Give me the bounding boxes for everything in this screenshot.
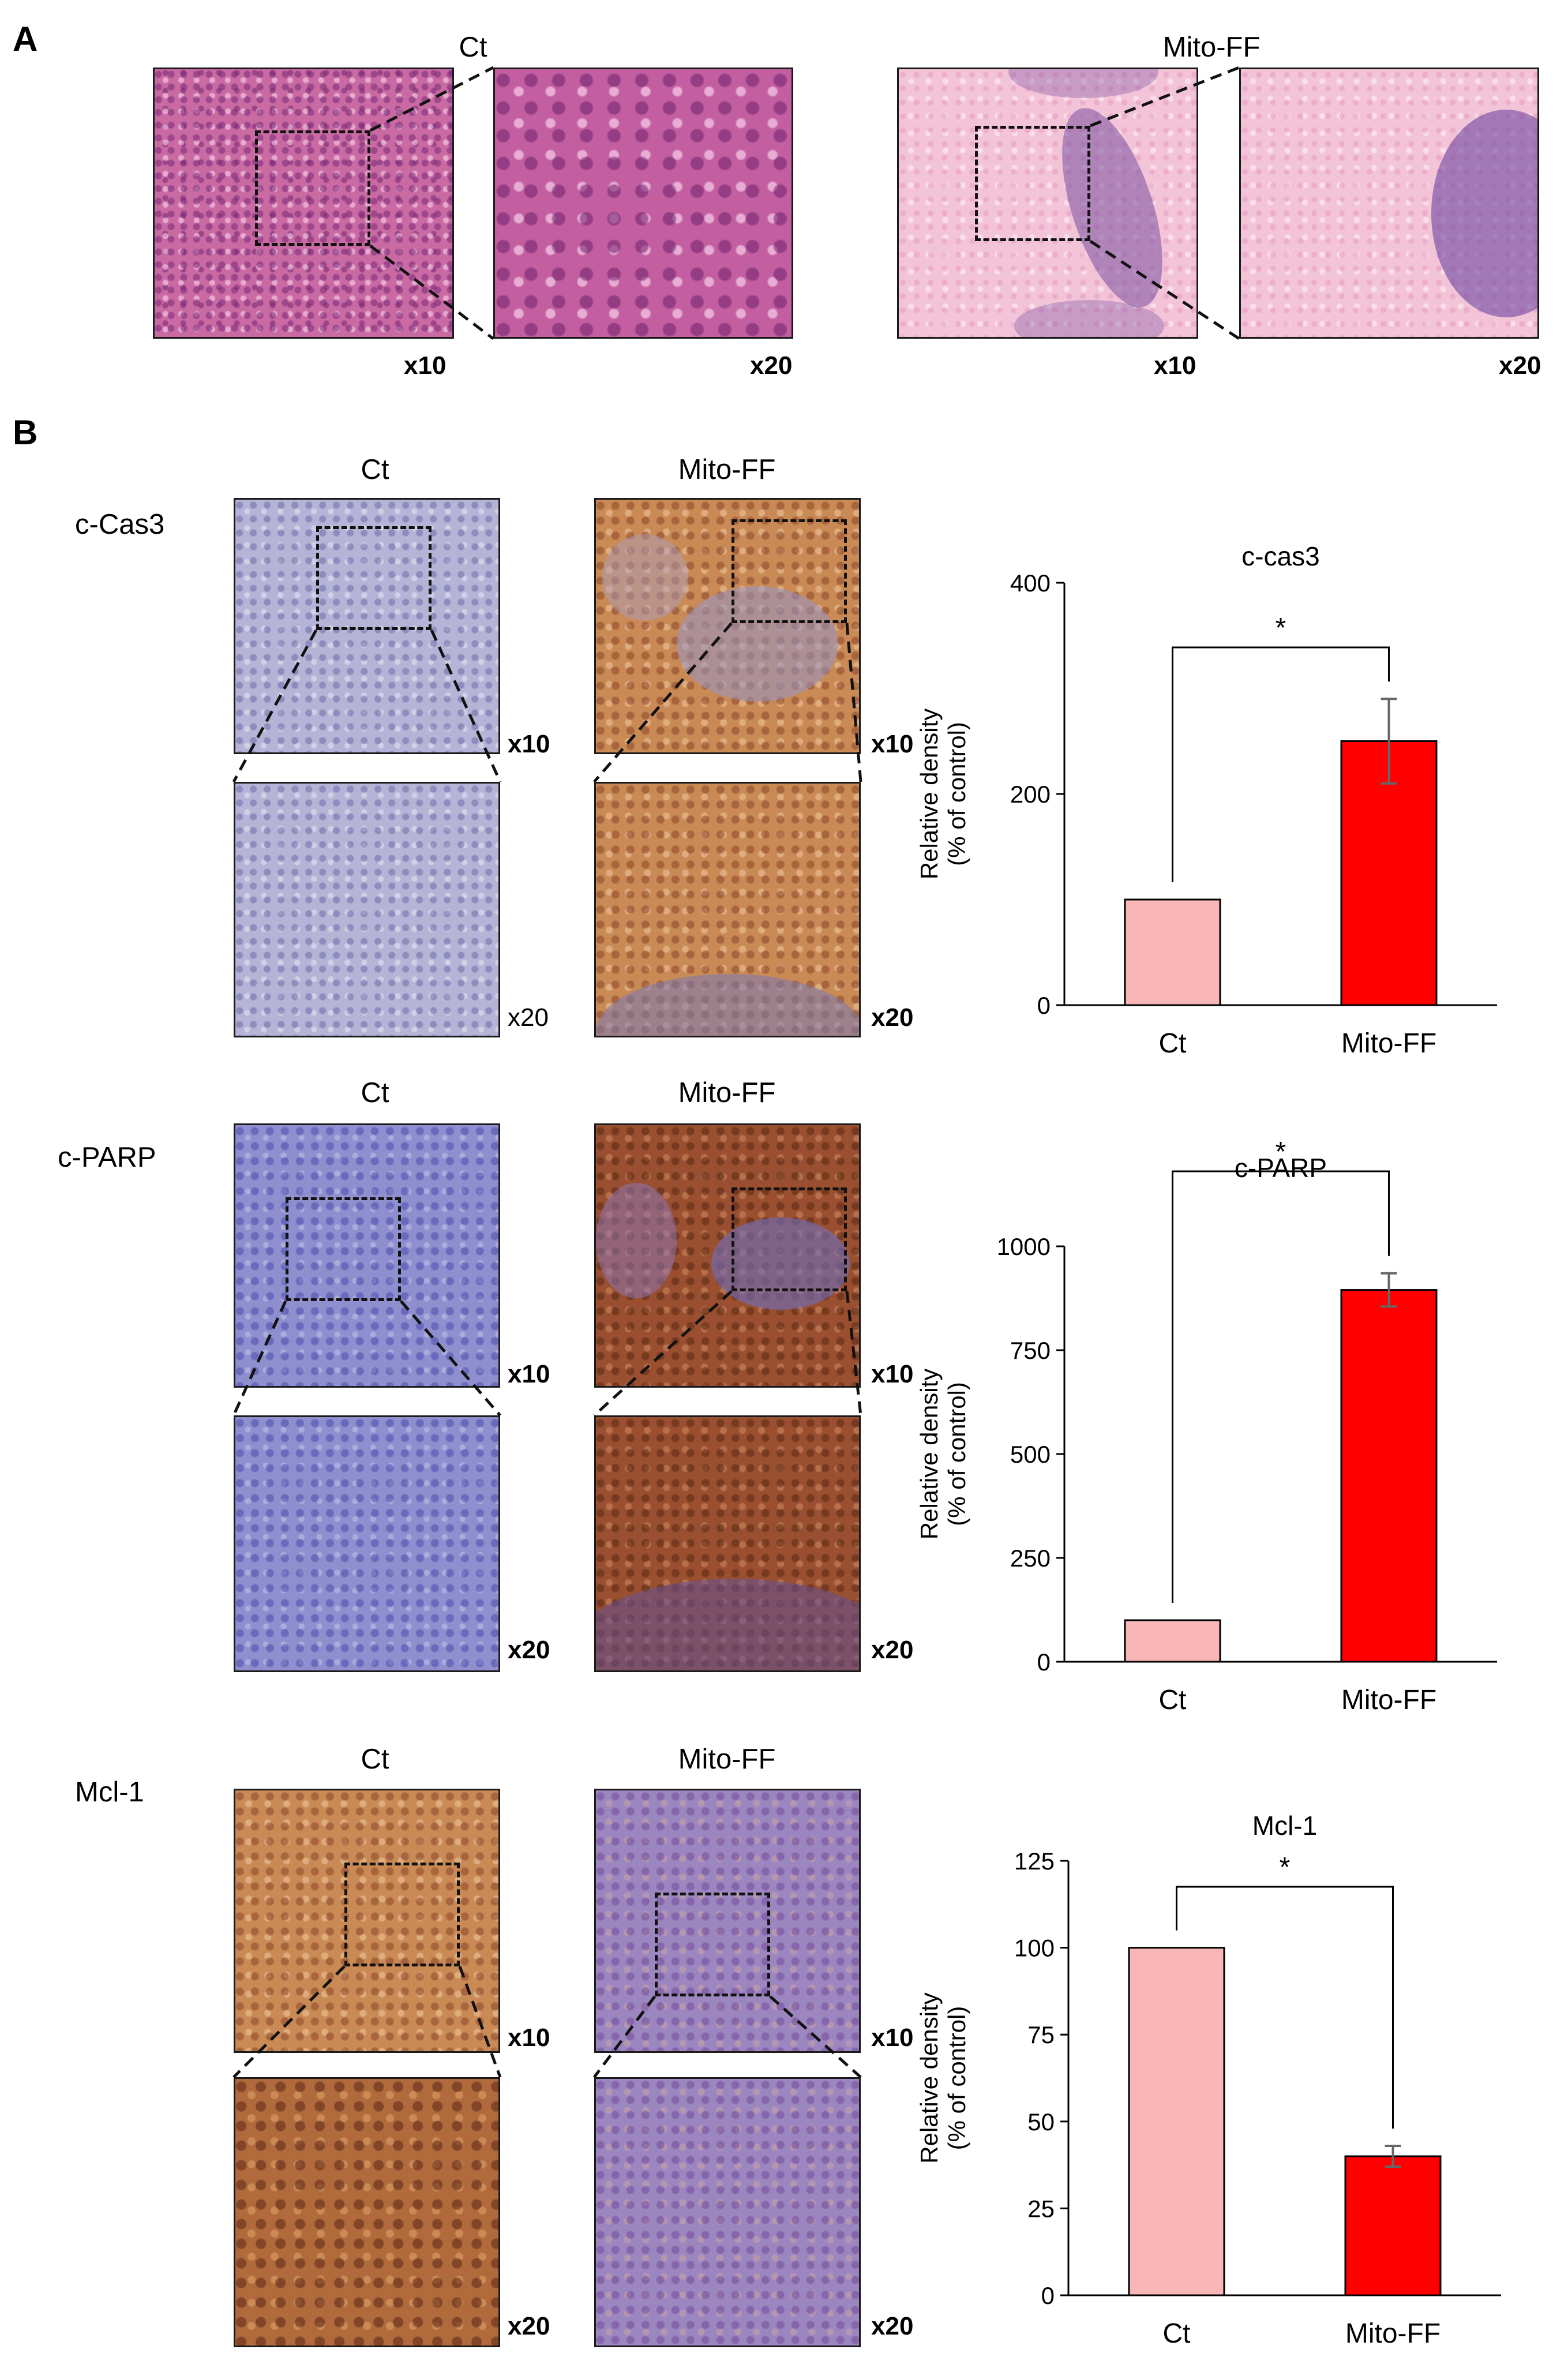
- he-ct-zoom-box: [255, 130, 370, 246]
- c-parp-y-tick-label: 0: [1037, 1648, 1051, 1676]
- mcl-1-y-tick-label: 100: [1014, 1935, 1055, 1962]
- c-cas3-significance-bracket: [1172, 646, 1390, 882]
- mcl-1-mitoff-mag-low: x10: [871, 2024, 914, 2052]
- mcl-1-mitoff-x20-image: [594, 2077, 861, 2347]
- c-parp-y-tick-label: 250: [1010, 1545, 1051, 1572]
- mcl-1-ct-x10-image: [234, 1789, 500, 2053]
- c-parp-significance-star: *: [1276, 1137, 1286, 1167]
- c-parp-significance-bracket: [1172, 1170, 1390, 1603]
- c-cas3-y-tick-label: 200: [1010, 781, 1051, 808]
- c-cas3-ct-mag-high: x20: [508, 1003, 549, 1032]
- mcl-1-significance-star: *: [1280, 1852, 1291, 1883]
- c-parp-mitoff-heading: Mito-FF: [678, 1077, 776, 1108]
- c-cas3-bar-chart: c-cas3 0 200 400 Relative density (% of contr…: [916, 541, 1497, 1059]
- panel-a-ct-mag-low: x10: [404, 351, 447, 380]
- mcl-1-ct-heading: Ct: [361, 1744, 389, 1775]
- mcl-1-y-axis-label: (% of control): [943, 2006, 970, 2150]
- c-parp-mitoff-mag-high: x20: [871, 1636, 914, 1664]
- c-cas3-x-tick-label: Ct: [1159, 1028, 1187, 1059]
- c-parp-y-tick-label: 750: [1010, 1337, 1051, 1364]
- c-parp-x-tick-label: Mito-FF: [1341, 1685, 1436, 1715]
- c-cas3-mitoff-zoom-box: [732, 519, 847, 623]
- c-parp-mitoff-zoom-box: [732, 1187, 847, 1291]
- mcl-1-mitoff-heading: Mito-FF: [678, 1744, 776, 1775]
- c-parp-ct-heading: Ct: [361, 1077, 389, 1108]
- he-mitoff-zoom-box: [975, 126, 1090, 241]
- c-parp-y-tick-label: 1000: [997, 1233, 1051, 1260]
- c-cas3-bar-mito-ff: [1340, 740, 1438, 1006]
- c-cas3-y-tick-label: 0: [1037, 992, 1051, 1019]
- c-parp-y-tick-label: 500: [1010, 1441, 1051, 1468]
- mcl-1-bar-ct: [1128, 1947, 1225, 2296]
- panel-a-mitoff-mag-low: x10: [1154, 351, 1196, 380]
- mcl-1-bar-mito-ff: [1344, 2155, 1442, 2296]
- c-cas3-ct-zoom-box: [316, 526, 432, 630]
- mcl-1-significance-bracket: [1176, 1886, 1394, 2129]
- row-label-c-parp: c-PARP: [58, 1142, 156, 1173]
- panel-a-letter: A: [13, 20, 38, 58]
- mcl-1-ct-mag-low: x10: [508, 2024, 550, 2052]
- c-cas3-mitoff-mag-low: x10: [871, 730, 914, 758]
- mcl-1-ct-x20-image: [234, 2077, 500, 2347]
- c-parp-bar-ct: [1124, 1619, 1221, 1663]
- mcl-1-mitoff-zoom-box: [655, 1893, 770, 1996]
- c-parp-chart-title: c-PARP: [1235, 1153, 1327, 1183]
- mcl-1-y-tick-label: 50: [1027, 2108, 1055, 2135]
- mcl-1-chart-title: Mcl-1: [1252, 1811, 1317, 1841]
- c-parp-y-axis-label: (% of control): [943, 1382, 970, 1526]
- panel-a-mitoff-mag-high: x20: [1499, 351, 1541, 380]
- mcl-1-ct-mag-high: x20: [508, 2312, 550, 2340]
- panel-b-letter: B: [13, 413, 38, 452]
- row-label-mcl-1: Mcl-1: [75, 1777, 144, 1808]
- c-cas3-bar-ct: [1124, 898, 1221, 1006]
- c-cas3-mitoff-x20-image: [594, 782, 861, 1037]
- c-cas3-y-axis-label: (% of control): [943, 722, 970, 866]
- c-cas3-x-tick-label: Mito-FF: [1341, 1028, 1436, 1059]
- c-parp-ct-mag-low: x10: [508, 1360, 550, 1388]
- mcl-1-bar-chart: Mcl-1 0 25 50 75 100 125 Relative density (% of …: [916, 1811, 1501, 2349]
- c-cas3-mitoff-mag-high: x20: [871, 1003, 914, 1032]
- c-parp-bar-chart: c-PARP 0 250 500 750 1000 Relative density (% o…: [916, 1137, 1497, 1715]
- c-parp-bar-mito-ff: [1340, 1289, 1438, 1663]
- c-cas3-significance-star: *: [1276, 613, 1286, 643]
- c-parp-ct-x20-image: [234, 1415, 500, 1672]
- mcl-1-ct-zoom-box: [344, 1863, 460, 1966]
- c-cas3-mitoff-heading: Mito-FF: [678, 454, 776, 485]
- he-ct-x20-image: [493, 68, 793, 339]
- panel-a-ct-heading: Ct: [459, 32, 487, 63]
- c-cas3-y-tick-label: 400: [1010, 569, 1051, 597]
- mcl-1-x-tick-label: Ct: [1163, 2318, 1191, 2349]
- c-parp-y-axis-label: Relative density: [916, 1369, 943, 1539]
- c-parp-ct-zoom-box: [286, 1197, 401, 1301]
- mcl-1-mitoff-mag-high: x20: [871, 2312, 914, 2340]
- c-cas3-y-axis-label: Relative density: [916, 709, 943, 879]
- he-mitoff-x20-image: [1239, 68, 1539, 339]
- c-cas3-chart-title: c-cas3: [1241, 541, 1319, 571]
- c-cas3-ct-heading: Ct: [361, 454, 389, 485]
- c-cas3-ct-x20-image: [234, 782, 500, 1037]
- c-parp-x-tick-label: Ct: [1159, 1685, 1187, 1715]
- c-parp-mitoff-x20-image: [594, 1415, 861, 1672]
- c-cas3-ct-mag-low: x10: [508, 730, 550, 758]
- c-parp-mitoff-mag-low: x10: [871, 1360, 914, 1388]
- mcl-1-x-tick-label: Mito-FF: [1345, 2318, 1441, 2349]
- mcl-1-y-tick-label: 25: [1027, 2195, 1055, 2222]
- panel-a-mitoff-heading: Mito-FF: [1162, 32, 1261, 63]
- row-label-c-cas3: c-Cas3: [75, 509, 165, 540]
- mcl-1-y-tick-label: 0: [1041, 2282, 1055, 2309]
- mcl-1-y-tick-label: 75: [1027, 2021, 1055, 2048]
- mcl-1-y-axis-label: Relative density: [916, 1992, 943, 2163]
- panel-a-ct-mag-high: x20: [750, 351, 793, 380]
- c-parp-ct-mag-high: x20: [508, 1636, 550, 1664]
- mcl-1-y-tick-label: 125: [1014, 1848, 1055, 1875]
